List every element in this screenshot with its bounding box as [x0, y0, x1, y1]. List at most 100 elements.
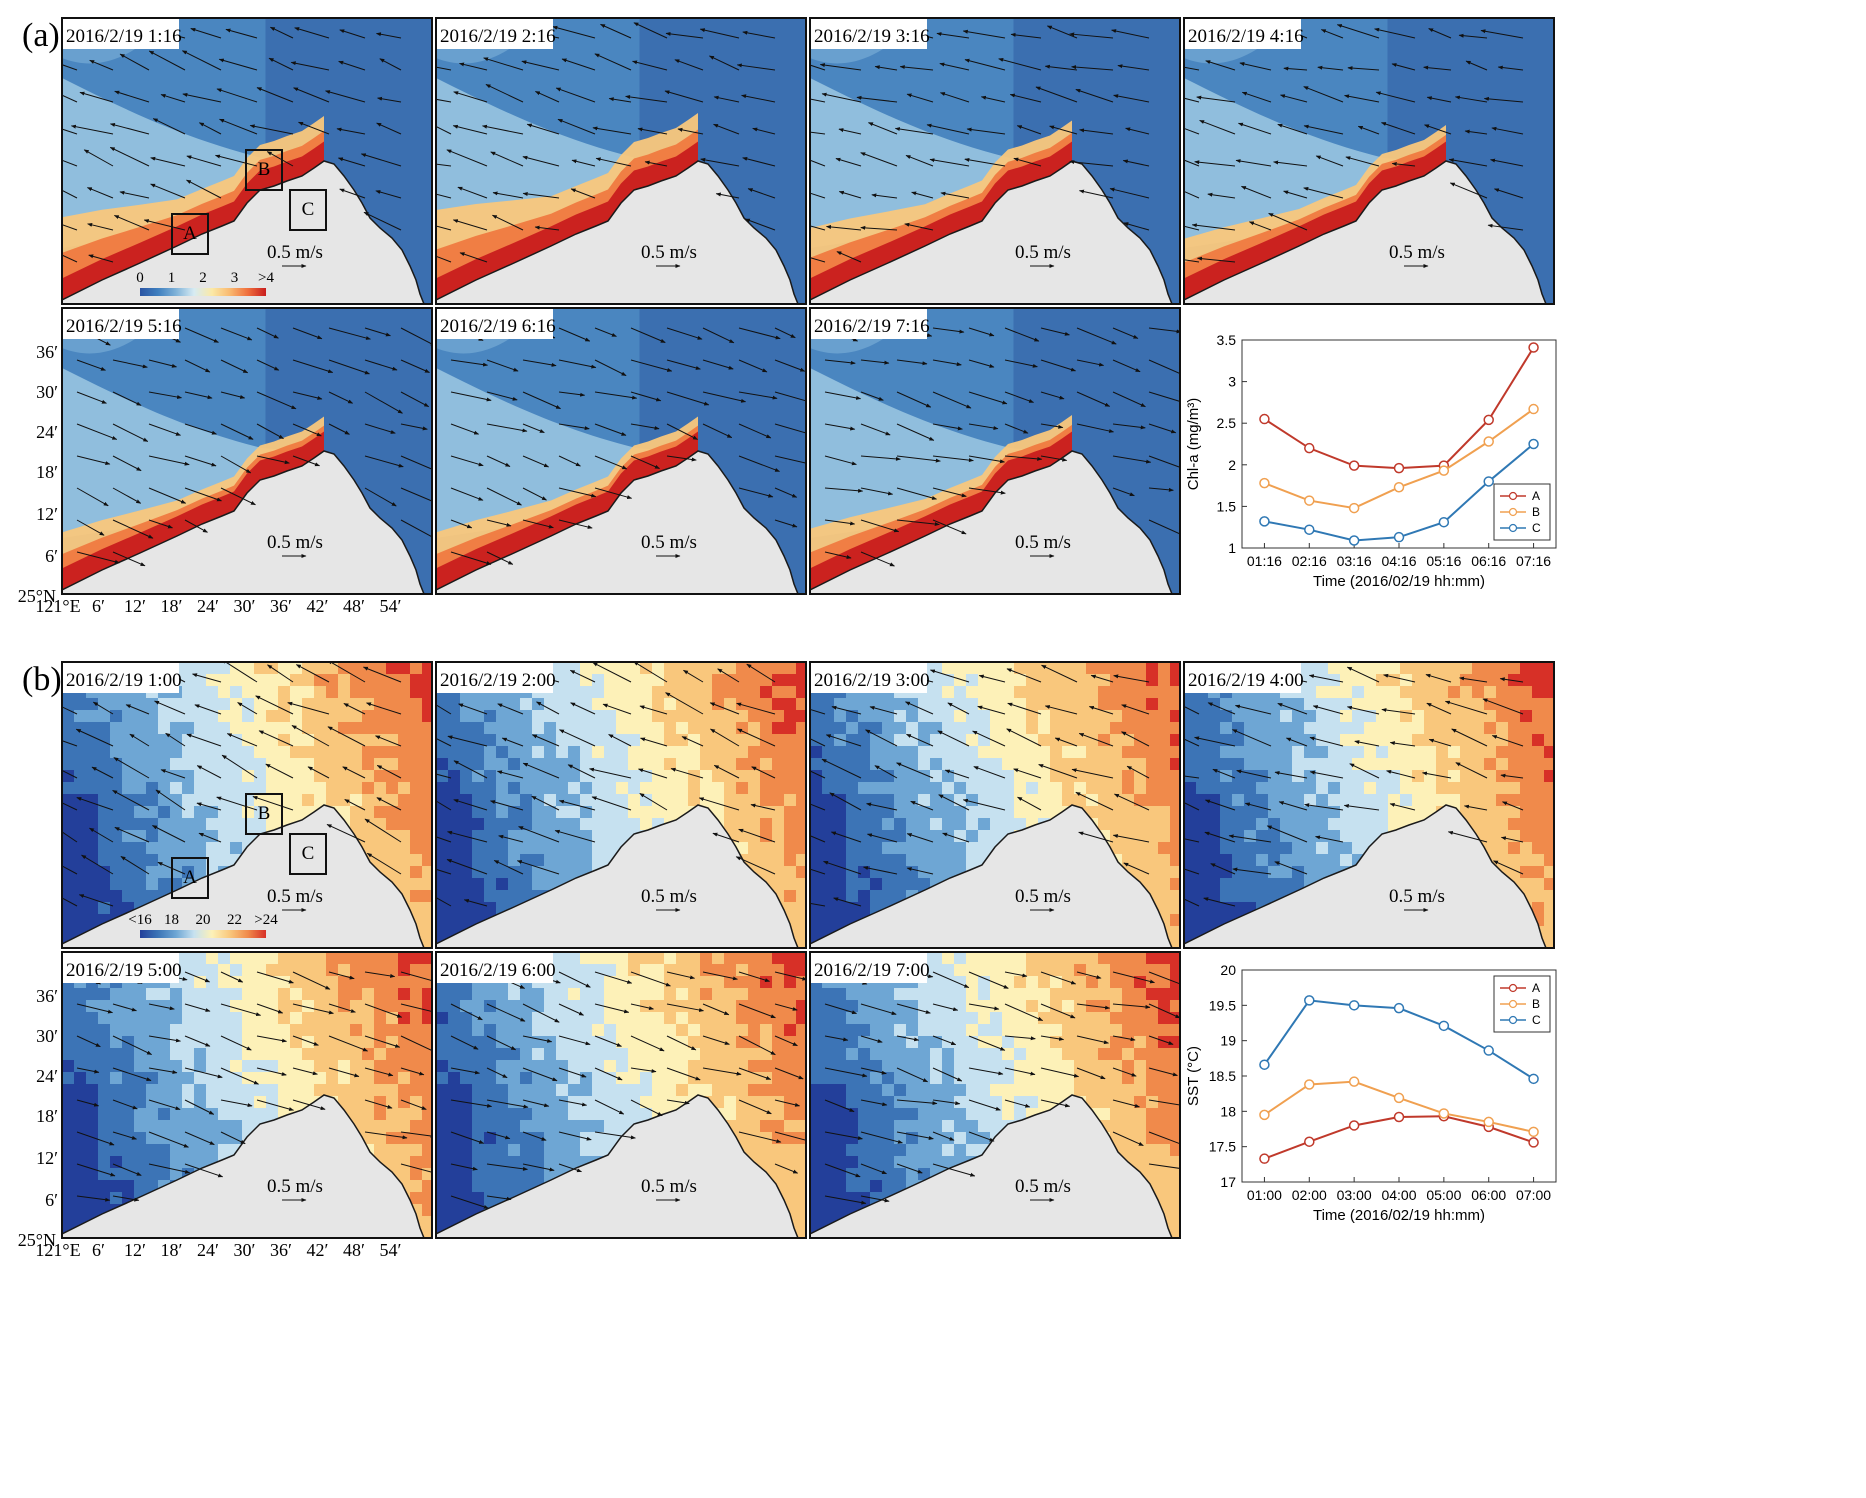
current-vector	[196, 802, 222, 811]
sst-cell	[846, 746, 858, 758]
sst-cell	[74, 1060, 86, 1072]
sst-cell	[822, 722, 834, 734]
sst-cell	[954, 794, 966, 806]
sst-cell	[374, 1024, 386, 1036]
current-vector	[400, 359, 430, 373]
sst-cell	[146, 890, 158, 902]
sst-cell	[1424, 698, 1436, 710]
sst-cell	[688, 1048, 700, 1060]
current-vector	[1010, 32, 1042, 39]
sst-cell	[580, 1000, 592, 1012]
current-vector	[700, 157, 740, 167]
sst-cell	[422, 770, 432, 782]
sst-cell	[990, 830, 1002, 842]
current-vector	[860, 423, 891, 436]
sst-cell	[1304, 758, 1316, 770]
sst-cell	[266, 806, 278, 818]
sst-cell	[110, 1012, 122, 1024]
sst-cell	[98, 770, 110, 782]
sst-cell	[1280, 830, 1292, 842]
sst-cell	[398, 758, 410, 770]
current-vector	[436, 798, 452, 811]
sst-cell	[74, 914, 86, 926]
sst-cell	[302, 964, 314, 976]
sst-cell	[448, 818, 460, 830]
sst-cell	[532, 854, 544, 866]
sst-cell	[62, 902, 74, 914]
sst-cell	[1038, 734, 1050, 746]
sst-cell	[1520, 698, 1532, 710]
sst-cell	[954, 746, 966, 758]
sst-cell	[496, 758, 508, 770]
current-vector	[810, 803, 826, 811]
sst-cell	[1134, 662, 1146, 674]
sst-cell	[254, 758, 266, 770]
sst-cell	[1170, 902, 1180, 914]
sst-cell	[700, 662, 712, 674]
sst-cell	[182, 1108, 194, 1120]
sst-cell	[784, 818, 796, 830]
scale-vector-label: 0.5 m/s	[1389, 886, 1445, 907]
sst-cell	[930, 770, 942, 782]
sst-cell	[1304, 770, 1316, 782]
current-vector	[220, 327, 253, 341]
sst-cell	[942, 698, 954, 710]
sst-cell	[254, 1084, 266, 1096]
sst-cell	[748, 964, 760, 976]
sst-cell	[134, 758, 146, 770]
current-vector	[364, 423, 396, 434]
sst-cell	[146, 1120, 158, 1132]
sst-cell	[736, 698, 748, 710]
region-box-label: C	[302, 843, 315, 864]
sst-cell	[796, 890, 806, 902]
sst-cell	[1062, 674, 1074, 686]
sst-cell	[146, 1144, 158, 1156]
current-vector	[62, 64, 78, 71]
sst-cell	[942, 758, 954, 770]
current-vector	[810, 64, 826, 71]
sst-cell	[1110, 698, 1122, 710]
current-vector	[1308, 674, 1344, 683]
sst-cell	[182, 1000, 194, 1012]
sst-cell	[882, 794, 894, 806]
sst-cell	[1170, 818, 1180, 830]
sst-cell	[398, 1060, 410, 1072]
longitude-tick: 121°E	[35, 596, 80, 616]
sst-cell	[532, 794, 544, 806]
sst-cell	[398, 1012, 410, 1024]
longitude-tick: 42′	[307, 596, 329, 616]
sst-cell	[664, 734, 676, 746]
sst-cell	[1158, 830, 1170, 842]
current-vector	[1184, 738, 1200, 747]
sst-cell	[1244, 866, 1256, 878]
sst-cell	[1400, 722, 1412, 734]
current-vector	[592, 662, 632, 683]
longitude-tick: 48′	[343, 596, 365, 616]
sst-cell	[796, 746, 806, 758]
sst-cell	[362, 794, 374, 806]
current-vector	[290, 61, 330, 71]
sst-cell	[1472, 710, 1484, 722]
sst-cell	[290, 746, 302, 758]
sst-cell	[628, 686, 640, 698]
current-vector	[665, 31, 704, 39]
sst-cell	[784, 782, 796, 794]
sst-cell	[870, 722, 882, 734]
sst-cell	[544, 878, 556, 890]
sst-cell	[1388, 746, 1400, 758]
sst-cell	[386, 1024, 398, 1036]
current-vector	[364, 327, 391, 337]
sst-cell	[652, 952, 664, 964]
current-vector	[522, 487, 547, 501]
sst-cell	[1304, 782, 1316, 794]
current-vector	[751, 766, 776, 779]
sst-cell	[906, 758, 918, 770]
sst-cell	[86, 782, 98, 794]
sst-cell	[374, 1144, 386, 1156]
sst-cell	[326, 758, 338, 770]
sst-cell	[954, 686, 966, 698]
map-content	[62, 18, 432, 304]
sst-cell	[870, 746, 882, 758]
sst-cell	[460, 710, 472, 722]
sst-cell	[1532, 890, 1544, 902]
